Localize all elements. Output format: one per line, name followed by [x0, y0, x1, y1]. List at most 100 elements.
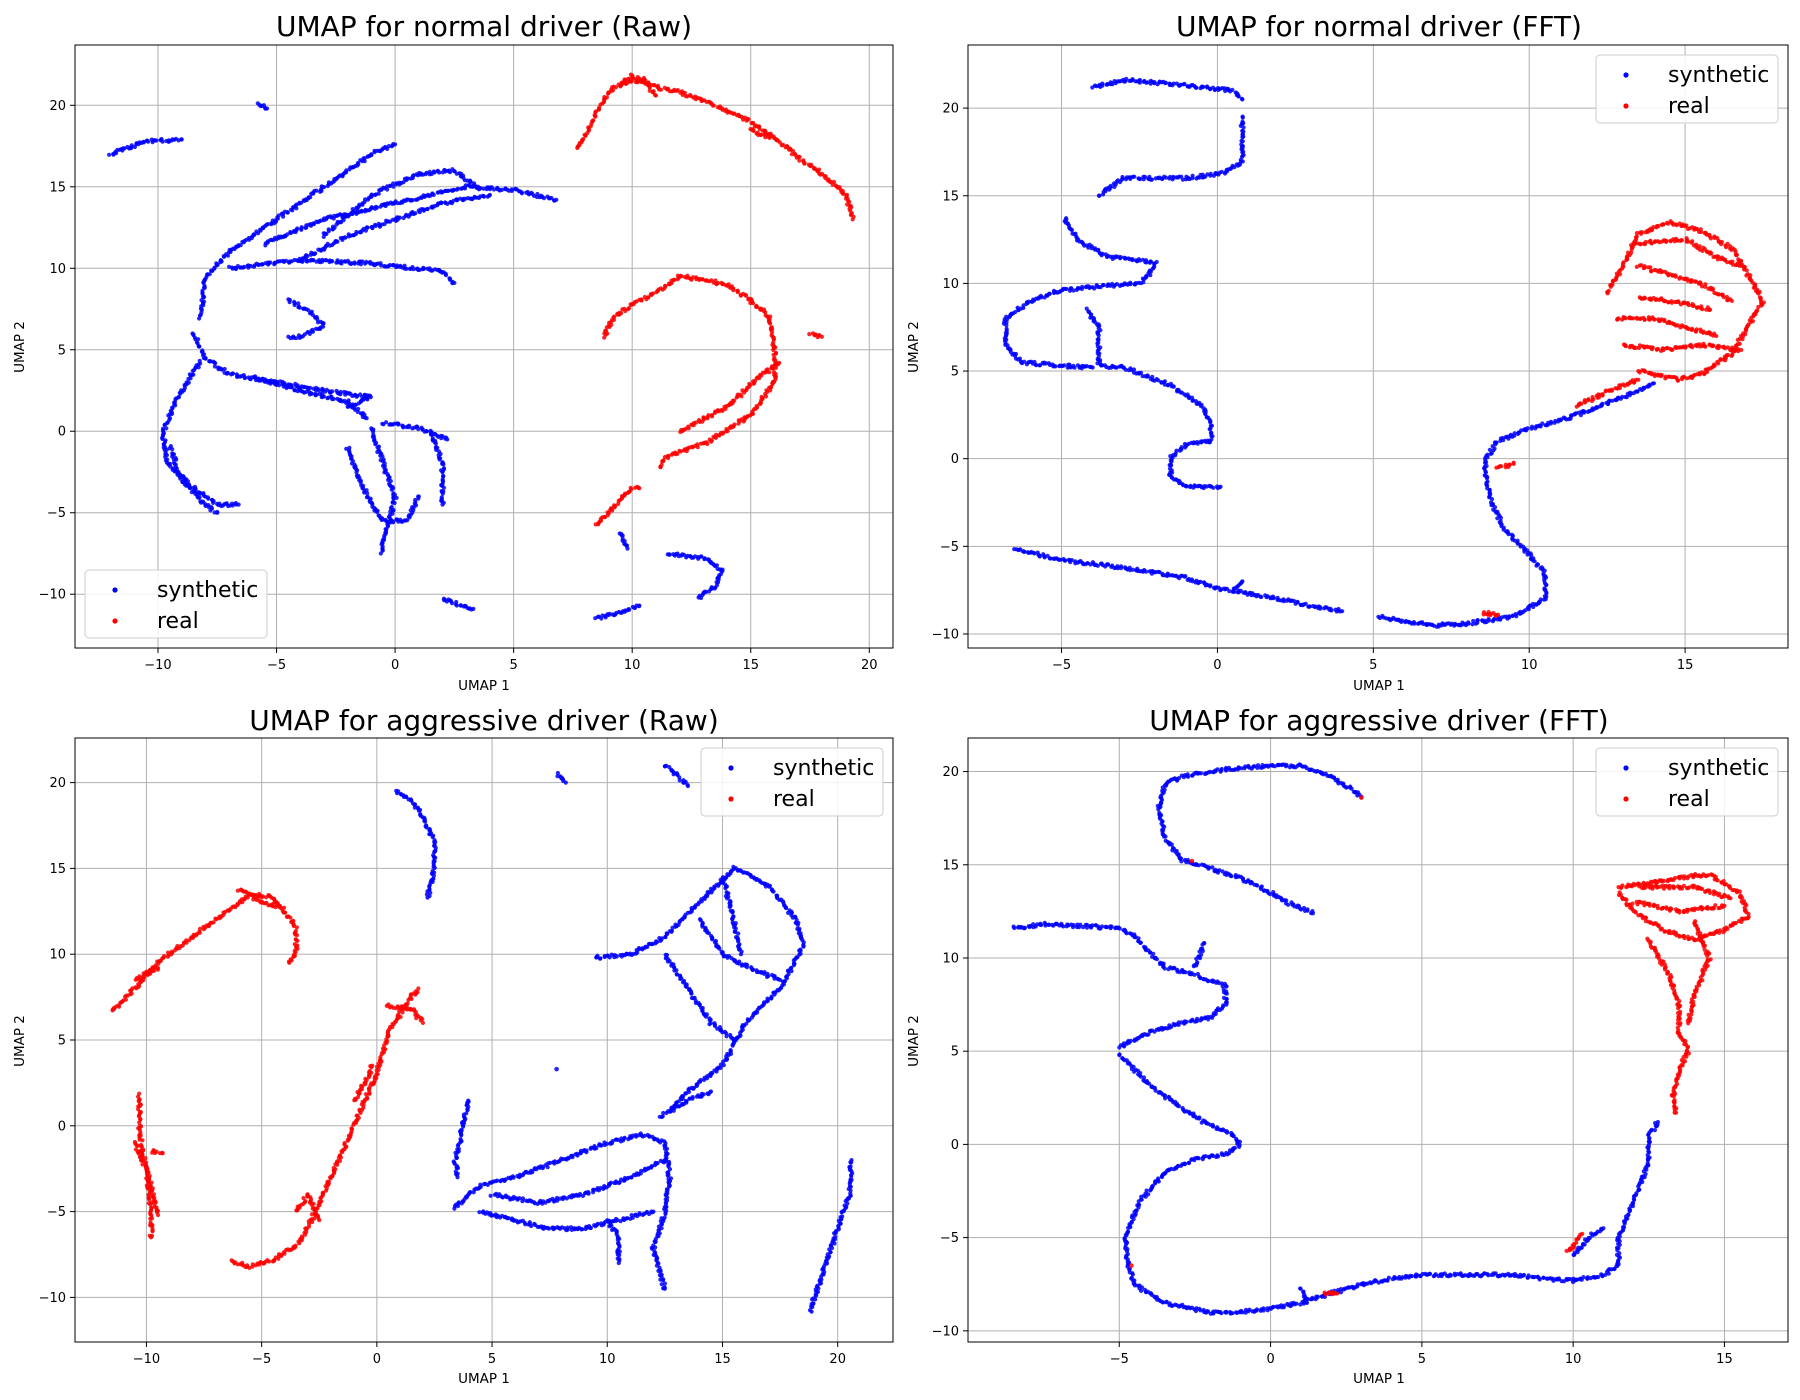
scatter-point [801, 944, 806, 949]
panel-normal-raw: UMAP for normal driver (Raw) UMAP 1 UMAP… [12, 10, 692, 694]
x-tick-label: 5 [1369, 658, 1377, 673]
scatter-point [581, 137, 586, 142]
scatter-point [447, 170, 453, 175]
scatter-point [429, 268, 434, 273]
scatter-point [698, 441, 704, 446]
scatter-point [387, 183, 393, 188]
scatter-point [1656, 223, 1661, 229]
scatter-point [1207, 427, 1212, 432]
scatter-point [1582, 409, 1587, 414]
scatter-point [744, 965, 750, 970]
scatter-point [425, 895, 430, 900]
scatter-point [707, 437, 712, 442]
scatter-point [369, 152, 374, 157]
scatter-point [1724, 245, 1729, 250]
scatter-point [1271, 595, 1276, 600]
y-tick-label: −5 [47, 506, 66, 521]
scatter-point [1211, 485, 1216, 490]
scatter-point [1037, 554, 1042, 559]
scatter-point [292, 302, 297, 308]
scatter-point [1663, 374, 1668, 379]
scatter-point [598, 956, 603, 961]
scatter-point [491, 187, 497, 192]
scatter-point [481, 194, 486, 199]
scatter-point [299, 200, 304, 205]
scatter-point [625, 546, 630, 551]
scatter-point [424, 170, 429, 175]
scatter-point [207, 359, 212, 364]
scatter-point [689, 991, 694, 996]
scatter-point [376, 191, 381, 196]
scatter-point [1167, 176, 1172, 181]
scatter-point [440, 470, 445, 475]
scatter-point [736, 931, 741, 936]
scatter-point [698, 554, 703, 559]
scatter-point [351, 209, 356, 214]
scatter-point [438, 451, 443, 457]
scatter-point [1240, 135, 1245, 140]
scatter-point [212, 266, 217, 271]
scatter-point [1590, 395, 1595, 400]
scatter-point [1639, 231, 1644, 236]
scatter-point [207, 272, 212, 277]
scatter-point [416, 494, 421, 499]
y-tick-label: 5 [58, 343, 66, 358]
legend-marker-synthetic [1623, 72, 1629, 78]
y-tick-label: 20 [942, 102, 959, 117]
scatter-point [359, 208, 364, 213]
scatter-point [1475, 618, 1480, 623]
scatter-point [378, 551, 383, 556]
scatter-point [363, 228, 368, 233]
scatter-point [306, 308, 311, 313]
scatter-point [391, 184, 396, 189]
y-tick-label: 0 [951, 452, 959, 467]
scatter-point [197, 313, 203, 318]
scatter-point [265, 222, 270, 227]
scatter-point [437, 170, 442, 175]
scatter-point [667, 552, 672, 557]
scatter-point [783, 905, 789, 910]
scatter-point [331, 396, 336, 402]
y-axis-label: UMAP 2 [906, 321, 922, 373]
scatter-point [747, 381, 752, 386]
scatter-point [334, 176, 339, 181]
scatter-point [1182, 574, 1187, 579]
scatter-point [471, 606, 476, 611]
scatter-point [439, 190, 444, 195]
scatter-point [391, 496, 396, 501]
scatter-point [421, 266, 426, 271]
scatter-point [439, 200, 444, 205]
scatter-point [449, 601, 455, 606]
scatter-point [213, 361, 218, 366]
scatter-point [1734, 253, 1739, 258]
series-synthetic [107, 101, 725, 621]
scatter-point [1132, 282, 1137, 287]
scatter-point [1137, 80, 1142, 85]
y-tick-label: 10 [942, 277, 959, 292]
scatter-point [795, 922, 800, 928]
scatter-point [771, 889, 776, 894]
scatter-point [807, 332, 812, 337]
scatter-point [447, 276, 452, 281]
scatter-point [129, 143, 134, 148]
scatter-point [215, 510, 220, 515]
scatter-point [1092, 286, 1097, 291]
scatter-point [1683, 344, 1688, 349]
scatter-point [391, 181, 396, 186]
scatter-point [746, 117, 751, 122]
scatter-point [663, 283, 668, 288]
scatter-point [1739, 263, 1744, 268]
scatter-point [338, 392, 343, 397]
scatter-point [249, 375, 254, 380]
scatter-point [230, 501, 235, 506]
scatter-point [369, 192, 374, 197]
scatter-point [735, 289, 740, 294]
scatter-point [1499, 464, 1504, 469]
plot-layer: −10 −5 0 5 10 15 20−10−505101520syntheticreal−… [39, 44, 1789, 1367]
scatter-point [190, 368, 195, 373]
scatter-point [1105, 283, 1110, 289]
scatter-point [344, 168, 349, 173]
scatter-point [1652, 317, 1657, 322]
scatter-point [454, 1155, 459, 1161]
scatter-point [1096, 193, 1102, 198]
